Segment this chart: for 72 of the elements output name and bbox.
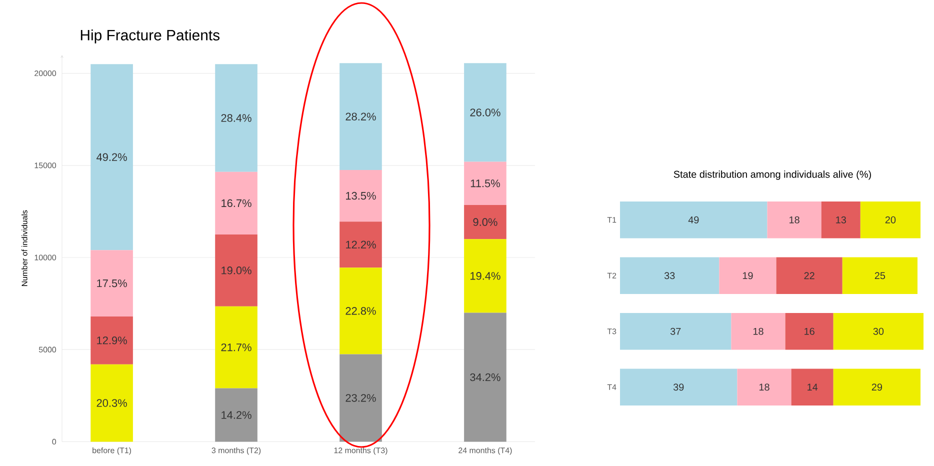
bar — [90, 364, 133, 442]
bar — [215, 388, 258, 442]
bar — [215, 234, 258, 306]
annotation: 13.5% — [346, 192, 376, 200]
bar — [215, 64, 258, 172]
bar — [90, 64, 133, 250]
bar — [90, 316, 133, 364]
bar — [719, 257, 776, 294]
bar — [464, 205, 506, 240]
bar — [620, 257, 720, 294]
annotation: 26.0% — [470, 108, 500, 116]
bar — [791, 368, 834, 406]
bar — [215, 306, 258, 388]
bar — [340, 63, 382, 170]
bar — [90, 250, 133, 316]
annotation: 34.2% — [470, 373, 500, 382]
annotation: 49.2% — [96, 153, 127, 162]
data-label: 25 — [874, 272, 886, 280]
bar — [821, 201, 860, 238]
bar — [833, 368, 921, 406]
annotation: 16.7% — [222, 199, 252, 208]
annotation: 12.2% — [346, 240, 376, 248]
bar — [737, 368, 792, 406]
data-label: 37 — [670, 328, 681, 335]
data-label: 49 — [688, 216, 699, 224]
chart-title: State distribution among individuals alive (%) — [674, 170, 871, 180]
bar — [767, 201, 822, 238]
bar — [464, 312, 506, 442]
bar — [464, 162, 506, 206]
annotation: 23.2% — [346, 394, 376, 402]
annotation: 21.7% — [221, 343, 252, 352]
data-label: 30 — [873, 328, 884, 335]
annotation: 11.5% — [470, 180, 500, 188]
data-label: 39 — [673, 384, 684, 391]
annotation: 14.2% — [222, 411, 252, 419]
annotation: 19.0% — [222, 266, 252, 274]
data-label: 33 — [664, 272, 675, 280]
bar — [464, 239, 506, 313]
bar — [340, 222, 382, 268]
bar — [340, 354, 382, 442]
data-label: 14 — [808, 384, 818, 391]
bar — [620, 368, 738, 406]
bar — [340, 170, 382, 222]
bar — [215, 172, 258, 234]
bar — [620, 312, 732, 350]
bar — [833, 312, 924, 350]
data-label: 18 — [753, 328, 764, 335]
bar — [340, 268, 382, 354]
bar — [860, 201, 921, 238]
data-label: 20 — [885, 216, 896, 224]
data-label: 13 — [836, 216, 846, 224]
bar — [464, 63, 506, 162]
annotation: 20.3% — [96, 399, 127, 407]
annotation: 28.2% — [346, 112, 376, 120]
data-label: 22 — [804, 272, 814, 280]
annotation: 22.8% — [346, 307, 376, 315]
data-label: 18 — [759, 384, 770, 391]
annotation: 12.9% — [97, 336, 127, 344]
data-label: 29 — [872, 384, 882, 391]
annotation: 28.4% — [221, 114, 252, 122]
bar — [785, 312, 834, 350]
data-label: 16 — [804, 328, 814, 335]
bar — [842, 257, 918, 294]
chart-title: Hip Fracture Patients — [80, 29, 220, 44]
annotation: 17.5% — [97, 279, 127, 288]
annotation: 9.0% — [473, 218, 498, 226]
bar — [731, 312, 786, 350]
annotation: 19.4% — [470, 272, 500, 280]
bar — [620, 201, 768, 238]
bar — [776, 257, 842, 294]
data-label: 18 — [790, 216, 800, 224]
data-label: 19 — [742, 272, 753, 280]
